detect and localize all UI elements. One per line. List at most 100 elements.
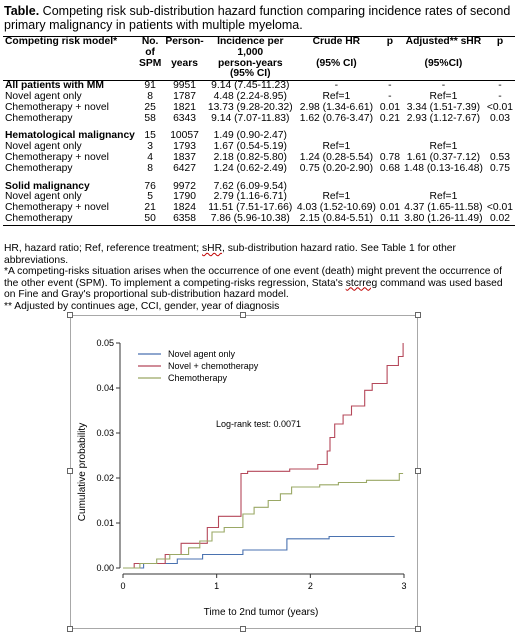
resize-handle-tl[interactable] bbox=[67, 312, 73, 318]
header-py-line1: Person- bbox=[163, 37, 205, 59]
table-cell: 1.62 (0.76-3.47) bbox=[295, 114, 378, 125]
table-cell: <0.01 bbox=[485, 103, 515, 114]
note2-word: stcrreg bbox=[346, 278, 377, 289]
header-chr-line2: (95% CI) bbox=[295, 59, 378, 81]
table-cell: 50 bbox=[137, 214, 163, 225]
table-cell: Chemotherapy bbox=[3, 114, 137, 125]
table-cell: 2.93 (1.12-7.67) bbox=[402, 114, 485, 125]
resize-handle-br[interactable] bbox=[415, 626, 421, 632]
header-p2-line2 bbox=[485, 59, 515, 81]
header-ahr-line1: Adjusted** sHR bbox=[402, 37, 485, 59]
table-cell: 0.02 bbox=[485, 214, 515, 225]
table-cell bbox=[295, 124, 378, 131]
resize-handle-tc[interactable] bbox=[240, 312, 246, 318]
series-line-chemotherapy bbox=[123, 474, 403, 569]
table-cell: 0.75 bbox=[485, 164, 515, 175]
figure-frame[interactable]: 0.00 0.01 0.02 0.03 0.04 0.05 0 1 2 3 Novel agent… bbox=[70, 315, 418, 629]
table-cell: 0.21 bbox=[378, 114, 402, 125]
table-cell: 1821 bbox=[163, 103, 205, 114]
header-row-2: SPM years person-years (95% CI) (95% CI) (95… bbox=[3, 59, 515, 81]
table-cell: 6427 bbox=[163, 164, 205, 175]
header-p1-line2 bbox=[378, 59, 402, 81]
table-cell bbox=[378, 131, 402, 142]
table-row: Chemotherapy 8 6427 1.24 (0.62-2.49) 0.75 (0… bbox=[3, 164, 515, 175]
note-abbreviations: HR, hazard ratio; Ref, reference treatme… bbox=[4, 243, 516, 266]
table-cell bbox=[402, 175, 485, 182]
table-cell: 8 bbox=[137, 164, 163, 175]
note1-pre: HR, hazard ratio; Ref, reference treatme… bbox=[4, 243, 202, 254]
header-p2-line1: p bbox=[485, 37, 515, 59]
table-cell bbox=[378, 182, 402, 193]
table-cell: 58 bbox=[137, 114, 163, 125]
table-row: Chemotherapy 58 6343 9.14 (7.07-11.83) 1.62 … bbox=[3, 114, 515, 125]
table-cell: 6343 bbox=[163, 114, 205, 125]
y-tick-label: 0.01 bbox=[96, 518, 114, 528]
table-cell bbox=[485, 182, 515, 193]
resize-handle-bl[interactable] bbox=[67, 626, 73, 632]
header-ahr-line2: (95%CI) bbox=[402, 59, 485, 81]
table-cell: 6358 bbox=[163, 214, 205, 225]
table-notes: HR, hazard ratio; Ref, reference treatme… bbox=[4, 243, 516, 312]
resize-handle-tr[interactable] bbox=[415, 312, 421, 318]
header-py-line2: years bbox=[163, 59, 205, 81]
header-n-line2: SPM bbox=[137, 59, 163, 81]
legend-label: Novel + chemotherapy bbox=[168, 361, 259, 371]
x-tick-label: 1 bbox=[214, 581, 219, 591]
table-header: Competing risk model* No. of Person- Incide… bbox=[3, 37, 515, 81]
table-row: Chemotherapy 50 6358 7.86 (5.96-10.38) 2.15 … bbox=[3, 214, 515, 225]
header-row-1: Competing risk model* No. of Person- Incide… bbox=[3, 37, 515, 59]
legend-label: Novel agent only bbox=[168, 349, 236, 359]
resize-handle-mr[interactable] bbox=[415, 468, 421, 474]
y-tick-label: 0.05 bbox=[96, 338, 114, 348]
header-model-line2 bbox=[3, 59, 137, 81]
logrank-annotation: Log-rank test: 0.0071 bbox=[216, 419, 301, 429]
table-cell bbox=[378, 124, 402, 131]
header-n-line1: No. of bbox=[137, 37, 163, 59]
header-inc-line2: person-years (95% CI) bbox=[206, 59, 295, 81]
table-caption: Table. Competing risk sub-distribution h… bbox=[4, 4, 514, 32]
resize-handle-ml[interactable] bbox=[67, 468, 73, 474]
y-tick-label: 0.00 bbox=[96, 563, 114, 573]
table-cell: 3.80 (1.26-11.49) bbox=[402, 214, 485, 225]
table-cell: 2.15 (0.84-5.51) bbox=[295, 214, 378, 225]
table-cell bbox=[485, 131, 515, 142]
table-cell bbox=[485, 175, 515, 182]
table-cell: 3.34 (1.51-7.39) bbox=[402, 103, 485, 114]
table-cell: 0.01 bbox=[378, 103, 402, 114]
table-cell: 2.98 (1.34-6.61) bbox=[295, 103, 378, 114]
table-row: Chemotherapy + novel 25 1821 13.73 (9.28-20… bbox=[3, 103, 515, 114]
x-tick-label: 3 bbox=[401, 581, 406, 591]
header-p1-line1: p bbox=[378, 37, 402, 59]
table-cell: 0.11 bbox=[378, 214, 402, 225]
table-cell: 25 bbox=[137, 103, 163, 114]
series-line-novel-plus-chemo bbox=[123, 343, 403, 568]
resize-handle-bc[interactable] bbox=[240, 626, 246, 632]
header-inc-line1: Incidence per 1,000 bbox=[206, 37, 295, 59]
x-axis-label: Time to 2nd tumor (years) bbox=[204, 607, 319, 618]
table-cell: 13.73 (9.28-20.32) bbox=[206, 103, 295, 114]
y-tick-label: 0.04 bbox=[96, 383, 114, 393]
table-cell: 7.86 (5.96-10.38) bbox=[206, 214, 295, 225]
table-cell bbox=[295, 175, 378, 182]
table-cell: 0.68 bbox=[378, 164, 402, 175]
table-cell: 0.03 bbox=[485, 114, 515, 125]
cumulative-incidence-chart: 0.000.010.020.030.040.050 1 2 3 Novel agent… bbox=[71, 316, 417, 628]
caption-label: Table. bbox=[4, 4, 39, 18]
caption-text: Competing risk sub-distribution hazard f… bbox=[4, 4, 510, 32]
note-adjustment: ** Adjusted by continues age, CCI, gende… bbox=[4, 301, 516, 313]
table-cell: Chemotherapy + novel bbox=[3, 103, 137, 114]
table-cell: 9.14 (7.07-11.83) bbox=[206, 114, 295, 125]
x-tick-label: 0 bbox=[120, 581, 125, 591]
table-cell bbox=[378, 175, 402, 182]
table-cell bbox=[402, 124, 485, 131]
table-body: All patients with MM 91 9951 9.14 (7.45-11.… bbox=[3, 81, 515, 226]
legend-label: Chemotherapy bbox=[168, 373, 228, 383]
header-model-line1: Competing risk model* bbox=[3, 37, 137, 59]
table-cell: Chemotherapy bbox=[3, 214, 137, 225]
note-competing-risk: *A competing-risks situation arises when… bbox=[4, 266, 516, 301]
header-chr-line1: Crude HR bbox=[295, 37, 378, 59]
table-cell: 0.75 (0.20-2.90) bbox=[295, 164, 378, 175]
table-cell: 1.48 (0.13-16.48) bbox=[402, 164, 485, 175]
note1-word: sHR bbox=[202, 243, 222, 254]
y-tick-label: 0.03 bbox=[96, 428, 114, 438]
